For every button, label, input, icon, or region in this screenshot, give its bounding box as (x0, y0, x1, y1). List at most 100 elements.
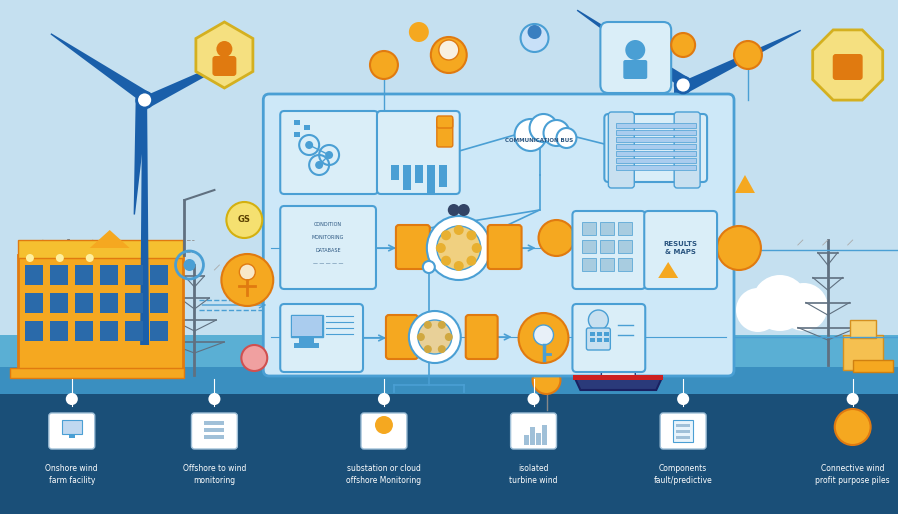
Polygon shape (90, 230, 130, 248)
Bar (0, 367, 897, 514)
Text: Components
fault/predictive: Components fault/predictive (653, 464, 713, 485)
Circle shape (544, 120, 570, 146)
Circle shape (227, 202, 262, 238)
Circle shape (26, 254, 34, 262)
Circle shape (137, 92, 153, 108)
Bar (294, 343, 320, 348)
Bar (850, 320, 876, 338)
Circle shape (454, 225, 464, 235)
FancyBboxPatch shape (601, 356, 635, 378)
Bar (18, 255, 183, 370)
Bar (852, 360, 893, 372)
Polygon shape (679, 85, 688, 355)
Circle shape (38, 288, 82, 332)
Bar (50, 265, 68, 285)
FancyBboxPatch shape (465, 315, 498, 359)
FancyBboxPatch shape (264, 94, 734, 376)
Circle shape (112, 304, 144, 336)
Circle shape (448, 204, 460, 216)
Bar (616, 158, 696, 163)
Bar (618, 222, 633, 235)
Bar (600, 222, 615, 235)
Polygon shape (143, 51, 249, 108)
Circle shape (472, 243, 482, 253)
Circle shape (441, 256, 451, 266)
Circle shape (589, 310, 608, 330)
Circle shape (417, 333, 425, 341)
Circle shape (626, 40, 645, 60)
Circle shape (379, 394, 389, 404)
FancyBboxPatch shape (192, 413, 238, 449)
FancyBboxPatch shape (280, 111, 378, 194)
Bar (598, 338, 602, 342)
FancyBboxPatch shape (572, 304, 645, 372)
FancyBboxPatch shape (49, 413, 94, 449)
Bar (100, 265, 118, 285)
Circle shape (436, 243, 446, 253)
FancyBboxPatch shape (600, 22, 671, 93)
Bar (100, 321, 118, 341)
Circle shape (439, 40, 459, 60)
Circle shape (848, 394, 858, 404)
FancyBboxPatch shape (572, 211, 645, 289)
Circle shape (466, 256, 476, 266)
Circle shape (717, 226, 760, 270)
Text: DATABASE: DATABASE (315, 248, 341, 253)
Circle shape (184, 259, 195, 271)
Circle shape (466, 230, 476, 240)
Circle shape (48, 298, 88, 338)
Bar (439, 165, 446, 187)
Polygon shape (577, 10, 688, 88)
Circle shape (518, 313, 569, 363)
Bar (598, 332, 602, 336)
Bar (149, 265, 167, 285)
Bar (299, 337, 314, 343)
Text: substation or cloud
offshore Monitoring: substation or cloud offshore Monitoring (346, 464, 421, 485)
Bar (673, 420, 693, 442)
Circle shape (375, 416, 393, 434)
FancyBboxPatch shape (644, 211, 717, 289)
Bar (75, 321, 93, 341)
Bar (292, 316, 322, 336)
Bar (590, 338, 596, 342)
Circle shape (241, 345, 267, 371)
Bar (50, 321, 68, 341)
Circle shape (409, 22, 428, 42)
Circle shape (107, 294, 142, 330)
Bar (100, 293, 118, 313)
Bar (125, 321, 142, 341)
Circle shape (671, 33, 695, 57)
Bar (149, 293, 167, 313)
Bar (618, 258, 633, 271)
Bar (842, 335, 883, 370)
Text: — — — — —: — — — — — (313, 261, 343, 266)
Circle shape (458, 204, 470, 216)
Bar (149, 321, 167, 341)
Text: Connective wind
profit purpose piles: Connective wind profit purpose piles (815, 464, 890, 485)
Bar (204, 421, 224, 425)
Bar (610, 352, 626, 360)
Circle shape (528, 394, 538, 404)
Bar (616, 130, 696, 135)
Circle shape (436, 226, 481, 270)
Circle shape (216, 41, 232, 57)
Text: isolated
turbine wind: isolated turbine wind (509, 464, 558, 485)
Bar (605, 338, 609, 342)
Bar (582, 222, 597, 235)
Circle shape (437, 321, 446, 329)
Bar (75, 293, 93, 313)
FancyBboxPatch shape (436, 116, 453, 128)
Bar (415, 165, 423, 183)
Bar (573, 375, 663, 380)
Bar (0, 335, 897, 370)
FancyBboxPatch shape (436, 118, 453, 147)
Polygon shape (573, 375, 663, 390)
Circle shape (210, 394, 220, 404)
Circle shape (534, 325, 554, 345)
Circle shape (423, 261, 435, 273)
Text: COMMUNICATION BUS: COMMUNICATION BUS (506, 138, 573, 142)
Circle shape (370, 51, 398, 79)
Circle shape (88, 291, 131, 335)
Bar (600, 258, 615, 271)
Circle shape (529, 114, 557, 142)
